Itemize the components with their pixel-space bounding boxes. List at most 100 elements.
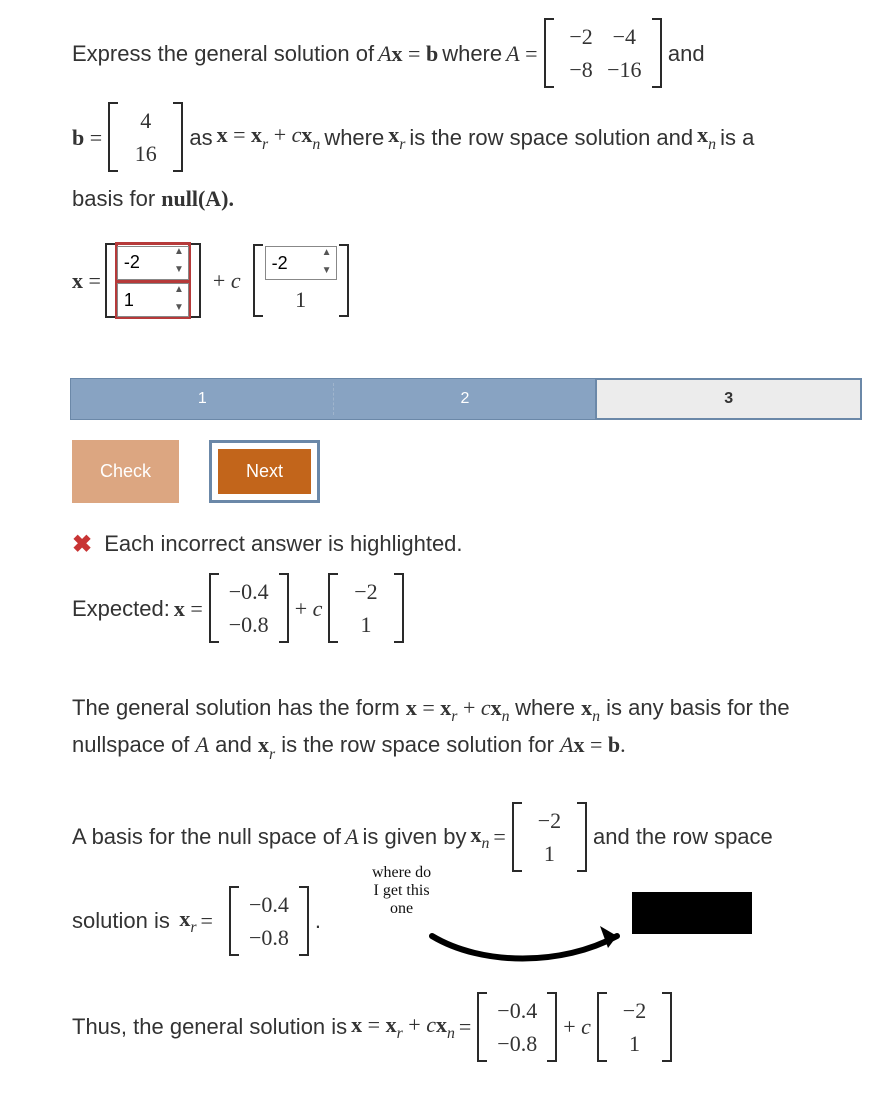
text: nullspace of	[72, 732, 196, 757]
cell: −0.8	[225, 608, 273, 641]
math: xn	[470, 818, 489, 855]
plus-c: + c	[563, 1010, 591, 1043]
cell: −4	[603, 20, 646, 53]
matrix-final-xn: −2 1	[597, 992, 672, 1062]
answer-row: x = ▲▼ ▲▼ + c ▲▼	[72, 243, 859, 318]
sub: n	[312, 136, 320, 153]
math: A	[196, 732, 209, 757]
sub: n	[708, 136, 716, 153]
text: and	[668, 37, 705, 70]
text: is the row space solution and	[409, 121, 693, 154]
cell: −2	[560, 20, 603, 53]
text: The general solution has the form	[72, 695, 406, 720]
hand-arrow-icon	[422, 896, 642, 976]
math: x = xr + cxn	[351, 1008, 455, 1045]
input-matrix-xr: ▲▼ ▲▼	[105, 243, 201, 318]
eq: =	[201, 904, 213, 937]
explain-para: The general solution has the form x = xr…	[72, 691, 859, 765]
cell: 1	[295, 283, 306, 316]
question-line-3: basis for null(A).	[72, 182, 859, 215]
input-xr-1[interactable]	[117, 246, 189, 280]
plus-c: + c	[213, 264, 241, 297]
text: is given by	[363, 820, 467, 853]
text: + c	[274, 122, 302, 147]
math: xn	[581, 695, 600, 720]
text: basis for	[72, 186, 161, 211]
math-nullA: null(A).	[161, 186, 234, 211]
step-label: 2	[461, 387, 470, 411]
matrix-A: −2−4 −8−16	[544, 18, 662, 88]
text: Thus, the general solution is	[72, 1010, 347, 1043]
cell: −8	[560, 53, 603, 86]
math: xn	[697, 118, 716, 155]
cell: −2	[613, 994, 656, 1027]
plus-c: + c	[295, 592, 323, 625]
cell: −0.4	[493, 994, 541, 1027]
text: and	[215, 732, 258, 757]
next-button[interactable]: Next	[218, 449, 311, 494]
text: Expected:	[72, 592, 170, 625]
text: A basis for the null space of	[72, 820, 341, 853]
eq: =	[493, 820, 505, 853]
text: is the row space solution for	[281, 732, 560, 757]
text: as	[189, 121, 212, 154]
redaction-box	[632, 892, 752, 934]
input-xn-1[interactable]	[265, 246, 337, 280]
question-line-1: Express the general solution of Ax = b w…	[72, 18, 859, 88]
text: where	[324, 121, 384, 154]
text: where	[442, 37, 502, 70]
step-2[interactable]: 2	[334, 379, 597, 419]
step-3[interactable]: 3	[595, 378, 862, 420]
step-label: 3	[724, 387, 733, 411]
page-root: Express the general solution of Ax = b w…	[0, 0, 889, 1106]
math: xr	[388, 118, 405, 155]
matrix-expected-xr: −0.4 −0.8	[209, 573, 289, 643]
sub: r	[399, 136, 405, 153]
cell: 4	[124, 104, 167, 137]
math-Ax-eq-b: Ax = b	[378, 37, 438, 70]
text: is a	[720, 121, 754, 154]
xr1-wrap: ▲▼	[117, 244, 189, 280]
cell: −0.4	[245, 888, 293, 921]
annot-line: one	[390, 900, 413, 917]
eq: =	[459, 1010, 471, 1043]
rowspace-line: solution is xr = −0.4 −0.8 . where do I …	[72, 886, 859, 956]
math: Ax = b.	[560, 732, 626, 757]
error-icon: ✖	[72, 531, 92, 558]
math: xr	[258, 732, 275, 757]
next-button-frame: Next	[209, 440, 320, 503]
matrix-b: 4 16	[108, 102, 183, 172]
text: A =	[506, 37, 537, 70]
step-bar: 1 2 3	[70, 378, 862, 420]
cell: −0.8	[245, 921, 293, 954]
math: xr	[174, 902, 197, 939]
cell: 1	[613, 1027, 656, 1060]
button-row: Check Next	[72, 440, 859, 503]
text: where	[515, 695, 581, 720]
x-eq: x =	[174, 592, 203, 625]
input-xr-2[interactable]	[117, 283, 189, 317]
feedback-text: Each incorrect answer is highlighted.	[104, 531, 462, 556]
expected-line: Expected: x = −0.4 −0.8 + c −2 1	[72, 573, 859, 643]
cell: −2	[528, 804, 571, 837]
text: solution is	[72, 904, 170, 937]
cell: −16	[603, 53, 646, 86]
nullspace-line: A basis for the null space of A is given…	[72, 802, 859, 872]
check-button[interactable]: Check	[72, 440, 179, 503]
annot-line: where do	[372, 864, 431, 881]
matrix-final-xr: −0.4 −0.8	[477, 992, 557, 1062]
cell: 16	[124, 137, 167, 170]
cell: −0.8	[493, 1027, 541, 1060]
xr2-wrap: ▲▼	[117, 282, 189, 318]
text: b =	[72, 121, 102, 154]
sub: r	[262, 136, 268, 153]
xn1-wrap: ▲▼	[265, 245, 337, 281]
x-equals: x =	[72, 264, 101, 297]
matrix-xn: −2 1	[512, 802, 587, 872]
matrix-expected-xn: −2 1	[328, 573, 403, 643]
step-label: 1	[198, 387, 207, 411]
text: and the row space	[593, 820, 773, 853]
step-1[interactable]: 1	[71, 379, 334, 419]
math: x = xr + cxn	[406, 695, 515, 720]
cell: 1	[528, 837, 571, 870]
